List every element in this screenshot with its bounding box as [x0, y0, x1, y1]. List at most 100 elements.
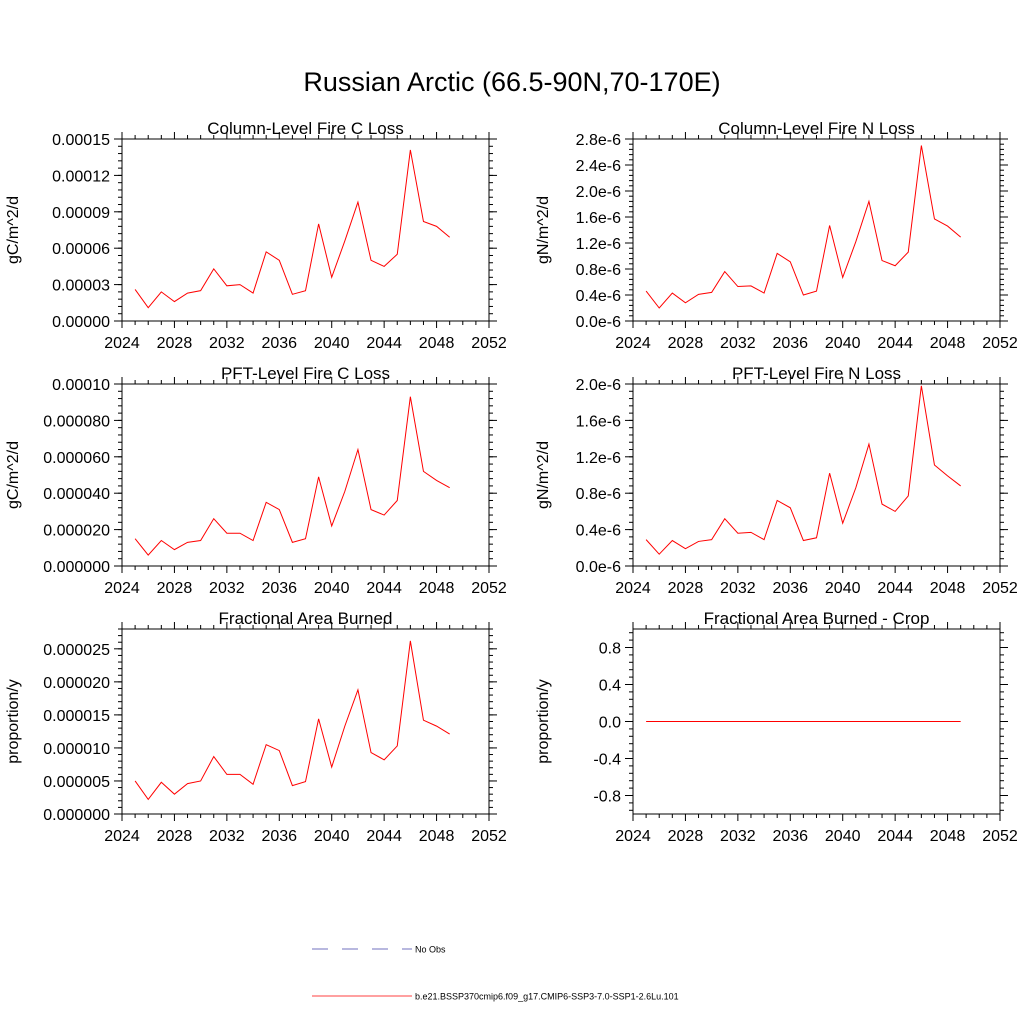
x-tick-label: 2052 — [982, 335, 1018, 352]
x-tick-label: 2040 — [314, 580, 350, 597]
y-tick-label: 0.000020 — [43, 675, 110, 692]
x-tick-label: 2036 — [261, 335, 297, 352]
x-tick-label: 2048 — [419, 828, 455, 845]
plot-frame — [121, 628, 490, 815]
chart-panel-1: Column-Level Fire C Loss 2024 2028 2032 2036… — [5, 119, 507, 352]
x-tick-label: 2044 — [877, 828, 913, 845]
series-line — [134, 640, 450, 801]
y-tick-label: 0.8e-6 — [576, 486, 621, 503]
y-tick-label: -0.8 — [593, 789, 621, 806]
y-tick-label: 2.4e-6 — [576, 158, 621, 175]
y-tick-label: 0.4e-6 — [576, 523, 621, 540]
x-tick-label: 2024 — [104, 335, 140, 352]
chart-panel-5: Fractional Area Burned 2024 2028 2032 2036 20… — [5, 609, 507, 845]
x-tick-label: 2028 — [157, 828, 193, 845]
x-tick-label: 2044 — [366, 335, 402, 352]
x-tick-label: 2028 — [157, 335, 193, 352]
y-tick-label: 2.8e-6 — [576, 132, 621, 149]
y-tick-label: 1.2e-6 — [576, 450, 621, 467]
y-tick-label: 0.8e-6 — [576, 262, 621, 279]
y-tick-label: 0.000040 — [43, 486, 110, 503]
x-tick-label: 2028 — [668, 335, 704, 352]
y-tick-label: 0.00006 — [52, 241, 110, 258]
y-tick-label: 0.00009 — [52, 205, 110, 222]
x-tick-label: 2052 — [471, 335, 507, 352]
panel-title: PFT-Level Fire N Loss — [732, 364, 901, 383]
x-tick-label: 2032 — [720, 580, 756, 597]
x-tick-label: 2048 — [419, 335, 455, 352]
y-tick-label: 0.000010 — [43, 741, 110, 758]
x-tick-label: 2032 — [209, 335, 245, 352]
y-tick-label: 0.000015 — [43, 708, 110, 725]
x-tick-label: 2048 — [930, 580, 966, 597]
legend-model-label: b.e21.BSSP370cmip6.f09_g17.CMIP6-SSP3-7.… — [415, 992, 679, 1002]
y-axis-label: gC/m^2/d — [5, 441, 22, 509]
y-tick-label: 0.000020 — [43, 523, 110, 540]
y-tick-label: 0.000080 — [43, 413, 110, 430]
x-tick-label: 2036 — [772, 580, 808, 597]
plot-frame — [121, 138, 490, 322]
y-tick-label: -0.4 — [593, 752, 621, 769]
y-tick-label: 0.000000 — [43, 559, 110, 576]
chart-panel-2: Column-Level Fire N Loss 2024 2028 2032 2036… — [535, 119, 1018, 352]
x-tick-label: 2024 — [104, 580, 140, 597]
figure-title: Russian Arctic (66.5-90N,70-170E) — [303, 67, 720, 97]
legend-no-obs-label: No Obs — [415, 945, 446, 955]
series-line — [134, 396, 450, 556]
chart-panel-6: Fractional Area Burned - Crop 2024 2028 203… — [535, 609, 1018, 845]
y-axis-label: proportion/y — [5, 679, 22, 764]
x-tick-label: 2040 — [825, 580, 861, 597]
x-tick-label: 2032 — [720, 335, 756, 352]
y-tick-label: 0.4e-6 — [576, 288, 621, 305]
y-tick-label: 0.8 — [599, 641, 621, 658]
panel-title: Column-Level Fire N Loss — [718, 119, 915, 138]
y-axis-label: proportion/y — [535, 679, 552, 764]
x-tick-label: 2024 — [615, 580, 651, 597]
x-tick-label: 2032 — [209, 828, 245, 845]
series-line — [134, 149, 450, 309]
x-tick-label: 2036 — [772, 828, 808, 845]
y-tick-label: 0.00000 — [52, 314, 110, 331]
y-tick-label: 0.000025 — [43, 642, 110, 659]
x-tick-label: 2044 — [877, 580, 913, 597]
x-tick-label: 2036 — [261, 828, 297, 845]
x-tick-label: 2040 — [825, 828, 861, 845]
plot-frame — [632, 383, 1001, 567]
series-line — [645, 385, 961, 555]
plot-frame — [632, 138, 1001, 322]
x-tick-label: 2052 — [471, 828, 507, 845]
y-tick-label: 0.4 — [599, 678, 621, 695]
x-tick-label: 2040 — [825, 335, 861, 352]
x-tick-label: 2040 — [314, 335, 350, 352]
x-tick-label: 2044 — [877, 335, 913, 352]
y-tick-label: 0.000060 — [43, 450, 110, 467]
x-tick-label: 2052 — [471, 580, 507, 597]
y-tick-label: 1.2e-6 — [576, 236, 621, 253]
y-tick-label: 0.0 — [599, 715, 621, 732]
x-tick-label: 2032 — [720, 828, 756, 845]
panel-title: Fractional Area Burned — [219, 609, 393, 628]
panel-title: Fractional Area Burned - Crop — [704, 609, 930, 628]
series-line — [645, 145, 962, 309]
panel-title: PFT-Level Fire C Loss — [221, 364, 390, 383]
y-tick-label: 2.0e-6 — [576, 184, 621, 201]
y-tick-label: 0.00015 — [52, 132, 110, 149]
y-tick-label: 0.0e-6 — [576, 314, 621, 331]
x-tick-label: 2048 — [930, 335, 966, 352]
y-tick-label: 2.0e-6 — [576, 377, 621, 394]
y-tick-label: 1.6e-6 — [576, 413, 621, 430]
chart-panels: Column-Level Fire C Loss 2024 2028 2032 2036… — [5, 119, 1018, 845]
y-tick-label: 0.00012 — [52, 168, 110, 185]
panel-title: Column-Level Fire C Loss — [207, 119, 404, 138]
y-tick-label: 0.000000 — [43, 807, 110, 824]
x-tick-label: 2028 — [157, 580, 193, 597]
x-tick-label: 2036 — [261, 580, 297, 597]
x-tick-label: 2048 — [930, 828, 966, 845]
y-axis-label: gC/m^2/d — [5, 196, 22, 264]
y-tick-label: 0.00010 — [52, 377, 110, 394]
x-tick-label: 2036 — [772, 335, 808, 352]
x-tick-label: 2048 — [419, 580, 455, 597]
y-tick-label: 0.000005 — [43, 774, 110, 791]
chart-panel-4: PFT-Level Fire N Loss 2024 2028 2032 2036 204… — [535, 364, 1018, 597]
